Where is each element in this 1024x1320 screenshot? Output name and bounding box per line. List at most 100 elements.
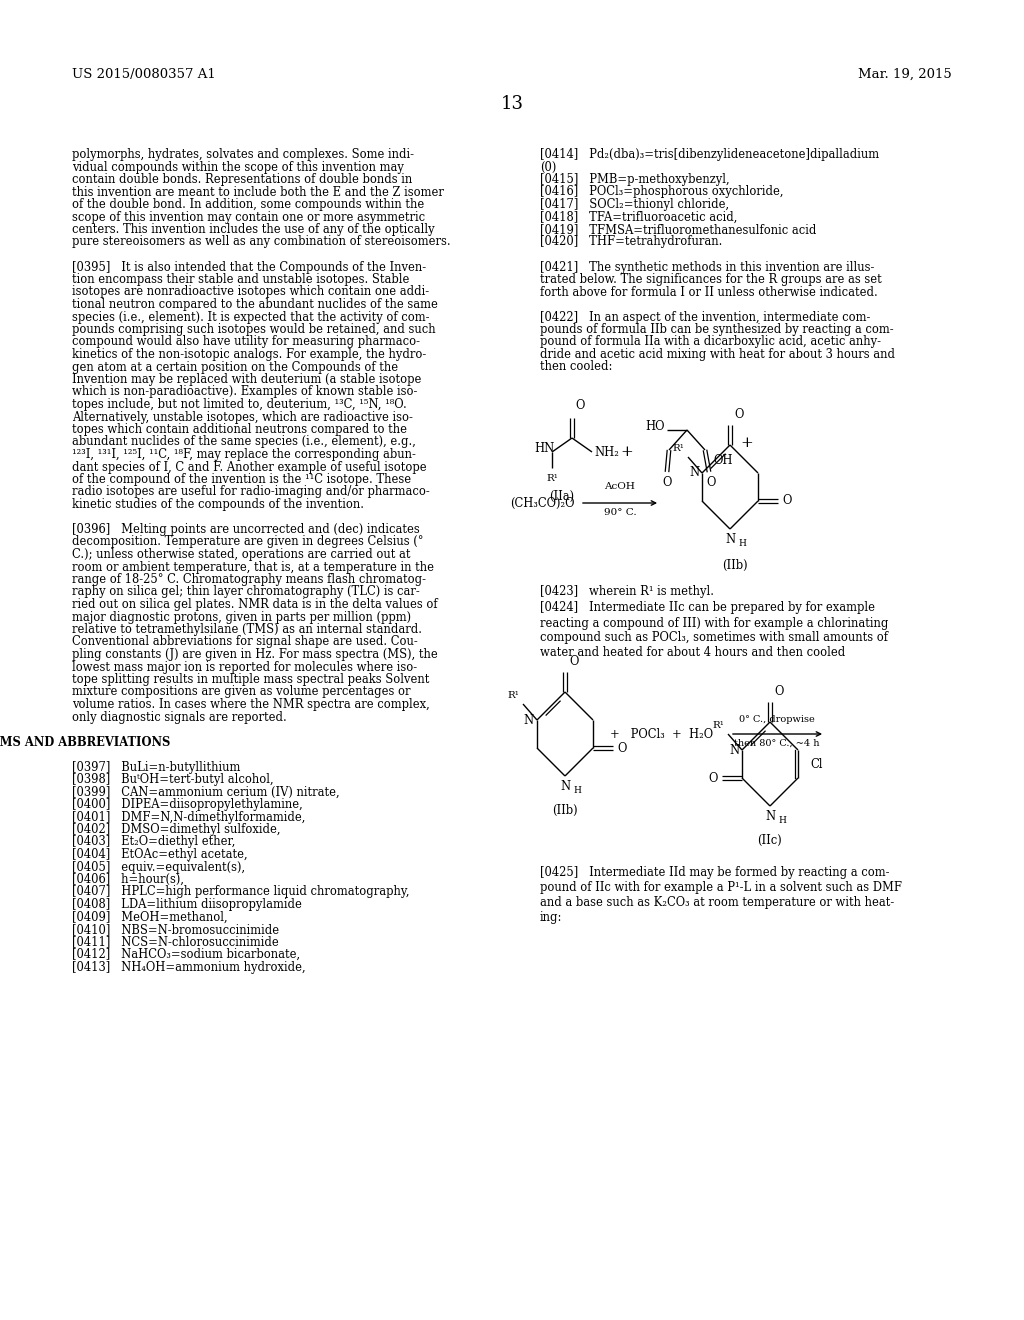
Text: O: O xyxy=(663,477,672,488)
Text: [0421]   The synthetic methods in this invention are illus-: [0421] The synthetic methods in this inv… xyxy=(540,260,874,273)
Text: N: N xyxy=(560,780,570,793)
Text: N: N xyxy=(765,810,775,822)
Text: N: N xyxy=(729,743,739,756)
Text: 90° C.: 90° C. xyxy=(604,508,636,517)
Text: decomposition. Temperature are given in degrees Celsius (°: decomposition. Temperature are given in … xyxy=(72,536,424,549)
Text: (IIa): (IIa) xyxy=(550,490,574,503)
Text: topes include, but not limited to, deuterium, ¹³C, ¹⁵N, ¹⁸O.: topes include, but not limited to, deute… xyxy=(72,399,407,411)
Text: [0420]   THF=tetrahydrofuran.: [0420] THF=tetrahydrofuran. xyxy=(540,235,722,248)
Text: [0425]   Intermediate IId may be formed by reacting a com-
pound of IIc with for: [0425] Intermediate IId may be formed by… xyxy=(540,866,902,924)
Text: this invention are meant to include both the E and the Z isomer: this invention are meant to include both… xyxy=(72,186,443,198)
Text: N: N xyxy=(725,533,735,546)
Text: dride and acetic acid mixing with heat for about 3 hours and: dride and acetic acid mixing with heat f… xyxy=(540,348,895,360)
Text: Alternatively, unstable isotopes, which are radioactive iso-: Alternatively, unstable isotopes, which … xyxy=(72,411,413,424)
Text: (IIb): (IIb) xyxy=(552,804,578,817)
Text: [0407]   HPLC=high performance liquid chromatography,: [0407] HPLC=high performance liquid chro… xyxy=(72,886,410,899)
Text: pounds comprising such isotopes would be retained, and such: pounds comprising such isotopes would be… xyxy=(72,323,435,337)
Text: [0412]   NaHCO₃=sodium bicarbonate,: [0412] NaHCO₃=sodium bicarbonate, xyxy=(72,948,300,961)
Text: O: O xyxy=(575,399,585,412)
Text: O: O xyxy=(774,685,783,698)
Text: Invention may be replaced with deuterium (a stable isotope: Invention may be replaced with deuterium… xyxy=(72,374,421,385)
Text: only diagnostic signals are reported.: only diagnostic signals are reported. xyxy=(72,710,287,723)
Text: pling constants (J) are given in Hz. For mass spectra (MS), the: pling constants (J) are given in Hz. For… xyxy=(72,648,437,661)
Text: H: H xyxy=(778,816,785,825)
Text: relative to tetramethylsilane (TMS) as an internal standard.: relative to tetramethylsilane (TMS) as a… xyxy=(72,623,422,636)
Text: range of 18-25° C. Chromatography means flash chromatog-: range of 18-25° C. Chromatography means … xyxy=(72,573,426,586)
Text: O: O xyxy=(707,477,716,488)
Text: [0405]   equiv.=equivalent(s),: [0405] equiv.=equivalent(s), xyxy=(72,861,245,874)
Text: centers. This invention includes the use of any of the optically: centers. This invention includes the use… xyxy=(72,223,434,236)
Text: tional neutron compared to the abundant nuclides of the same: tional neutron compared to the abundant … xyxy=(72,298,438,312)
Text: O: O xyxy=(734,408,743,421)
Text: [0419]   TFMSA=trifluoromethanesulfonic acid: [0419] TFMSA=trifluoromethanesulfonic ac… xyxy=(540,223,816,236)
Text: 13: 13 xyxy=(501,95,523,114)
Text: vidual compounds within the scope of this invention may: vidual compounds within the scope of thi… xyxy=(72,161,403,173)
Text: US 2015/0080357 A1: US 2015/0080357 A1 xyxy=(72,69,216,81)
Text: kinetic studies of the compounds of the invention.: kinetic studies of the compounds of the … xyxy=(72,498,364,511)
Text: which is non-paradioactive). Examples of known stable iso-: which is non-paradioactive). Examples of… xyxy=(72,385,418,399)
Text: raphy on silica gel; thin layer chromatography (TLC) is car-: raphy on silica gel; thin layer chromato… xyxy=(72,586,420,598)
Text: HO: HO xyxy=(645,420,665,433)
Text: [0395]   It is also intended that the Compounds of the Inven-: [0395] It is also intended that the Comp… xyxy=(72,260,426,273)
Text: contain double bonds. Representations of double bonds in: contain double bonds. Representations of… xyxy=(72,173,413,186)
Text: [0411]   NCS=N-chlorosuccinimide: [0411] NCS=N-chlorosuccinimide xyxy=(72,936,279,949)
Text: O: O xyxy=(569,655,579,668)
Text: Cl: Cl xyxy=(810,758,822,771)
Text: HN: HN xyxy=(534,441,554,454)
Text: trated below. The significances for the R groups are as set: trated below. The significances for the … xyxy=(540,273,882,286)
Text: ¹²³I, ¹³¹I, ¹²⁵I, ¹¹C, ¹⁸F, may replace the corresponding abun-: ¹²³I, ¹³¹I, ¹²⁵I, ¹¹C, ¹⁸F, may replace … xyxy=(72,447,416,461)
Text: C.); unless otherwise stated, operations are carried out at: C.); unless otherwise stated, operations… xyxy=(72,548,411,561)
Text: +: + xyxy=(621,445,634,459)
Text: [0416]   POCl₃=phosphorous oxychloride,: [0416] POCl₃=phosphorous oxychloride, xyxy=(540,186,783,198)
Text: lowest mass major ion is reported for molecules where iso-: lowest mass major ion is reported for mo… xyxy=(72,660,417,673)
Text: species (i.e., element). It is expected that the activity of com-: species (i.e., element). It is expected … xyxy=(72,310,429,323)
Text: R¹: R¹ xyxy=(672,444,684,453)
Text: N: N xyxy=(689,466,699,479)
Text: [0397]   BuLi=n-butyllithium: [0397] BuLi=n-butyllithium xyxy=(72,760,241,774)
Text: NH₂: NH₂ xyxy=(594,446,618,458)
Text: volume ratios. In cases where the NMR spectra are complex,: volume ratios. In cases where the NMR sp… xyxy=(72,698,430,711)
Text: [0401]   DMF=N,N-dimethylformamide,: [0401] DMF=N,N-dimethylformamide, xyxy=(72,810,305,824)
Text: +   POCl₃  +  H₂O: + POCl₃ + H₂O xyxy=(610,727,713,741)
Text: [0423]   wherein R¹ is methyl.: [0423] wherein R¹ is methyl. xyxy=(540,585,714,598)
Text: O: O xyxy=(782,495,792,507)
Text: (CH₃CO)₂O: (CH₃CO)₂O xyxy=(511,496,575,510)
Text: H: H xyxy=(573,785,581,795)
Text: [0409]   MeOH=methanol,: [0409] MeOH=methanol, xyxy=(72,911,227,924)
Text: gen atom at a certain position on the Compounds of the: gen atom at a certain position on the Co… xyxy=(72,360,398,374)
Text: room or ambient temperature, that is, at a temperature in the: room or ambient temperature, that is, at… xyxy=(72,561,434,573)
Text: TERMS AND ABBREVIATIONS: TERMS AND ABBREVIATIONS xyxy=(0,735,171,748)
Text: [0403]   Et₂O=diethyl ether,: [0403] Et₂O=diethyl ether, xyxy=(72,836,236,849)
Text: +: + xyxy=(740,436,754,450)
Text: major diagnostic protons, given in parts per million (ppm): major diagnostic protons, given in parts… xyxy=(72,610,411,623)
Text: pound of formula IIa with a dicarboxylic acid, acetic anhy-: pound of formula IIa with a dicarboxylic… xyxy=(540,335,881,348)
Text: dant species of I, C and F. Another example of useful isotope: dant species of I, C and F. Another exam… xyxy=(72,461,427,474)
Text: [0417]   SOCl₂=thionyl chloride,: [0417] SOCl₂=thionyl chloride, xyxy=(540,198,729,211)
Text: forth above for formula I or II unless otherwise indicated.: forth above for formula I or II unless o… xyxy=(540,285,878,298)
Text: AcOH: AcOH xyxy=(604,482,636,491)
Text: mixture compositions are given as volume percentages or: mixture compositions are given as volume… xyxy=(72,685,411,698)
Text: [0406]   h=hour(s),: [0406] h=hour(s), xyxy=(72,873,184,886)
Text: [0418]   TFA=trifluoroacetic acid,: [0418] TFA=trifluoroacetic acid, xyxy=(540,210,737,223)
Text: of the compound of the invention is the ¹¹C isotope. These: of the compound of the invention is the … xyxy=(72,473,411,486)
Text: (IIc): (IIc) xyxy=(758,834,782,847)
Text: radio isotopes are useful for radio-imaging and/or pharmaco-: radio isotopes are useful for radio-imag… xyxy=(72,486,430,499)
Text: [0413]   NH₄OH=ammonium hydroxide,: [0413] NH₄OH=ammonium hydroxide, xyxy=(72,961,305,974)
Text: then 80° C., ~4 h: then 80° C., ~4 h xyxy=(734,739,820,748)
Text: [0404]   EtOAc=ethyl acetate,: [0404] EtOAc=ethyl acetate, xyxy=(72,847,248,861)
Text: [0402]   DMSO=dimethyl sulfoxide,: [0402] DMSO=dimethyl sulfoxide, xyxy=(72,822,281,836)
Text: R¹: R¹ xyxy=(507,690,519,700)
Text: tion encompass their stable and unstable isotopes. Stable: tion encompass their stable and unstable… xyxy=(72,273,410,286)
Text: then cooled:: then cooled: xyxy=(540,360,612,374)
Text: [0422]   In an aspect of the invention, intermediate com-: [0422] In an aspect of the invention, in… xyxy=(540,310,870,323)
Text: isotopes are nonradioactive isotopes which contain one addi-: isotopes are nonradioactive isotopes whi… xyxy=(72,285,429,298)
Text: kinetics of the non-isotopic analogs. For example, the hydro-: kinetics of the non-isotopic analogs. Fo… xyxy=(72,348,426,360)
Text: polymorphs, hydrates, solvates and complexes. Some indi-: polymorphs, hydrates, solvates and compl… xyxy=(72,148,414,161)
Text: [0424]   Intermediate IIc can be prepared by for example
reacting a compound of : [0424] Intermediate IIc can be prepared … xyxy=(540,602,889,660)
Text: O: O xyxy=(617,742,627,755)
Text: H: H xyxy=(738,539,745,548)
Text: ried out on silica gel plates. NMR data is in the delta values of: ried out on silica gel plates. NMR data … xyxy=(72,598,437,611)
Text: N: N xyxy=(524,714,534,726)
Text: [0414]   Pd₂(dba)₃=tris[dibenzylideneacetone]dipalladium: [0414] Pd₂(dba)₃=tris[dibenzylideneaceto… xyxy=(540,148,880,161)
Text: pounds of formula IIb can be synthesized by reacting a com-: pounds of formula IIb can be synthesized… xyxy=(540,323,894,337)
